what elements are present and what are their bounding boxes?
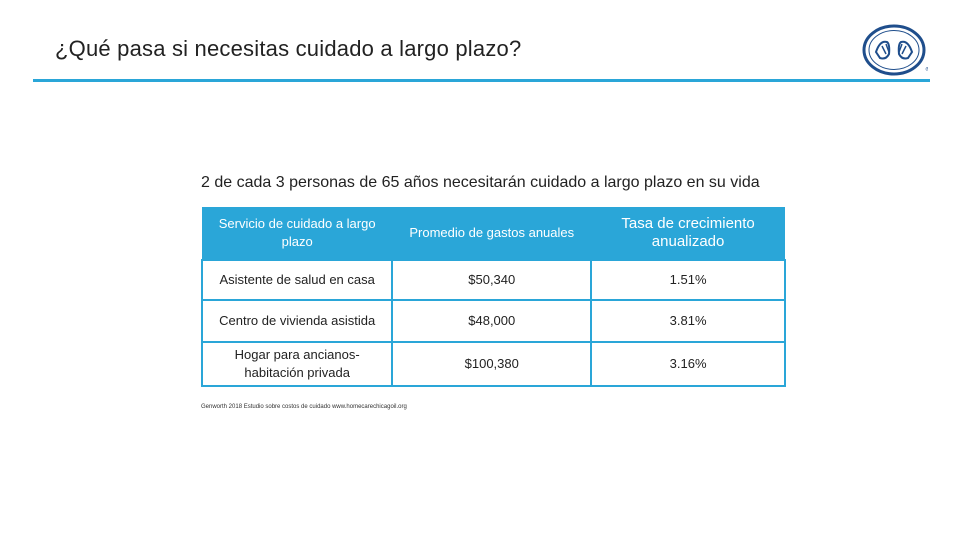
header-service: Servicio de cuidado a largo plazo (202, 207, 393, 260)
cell-rate: 1.51% (590, 259, 786, 301)
table-row: Asistente de salud en casa $50,340 1.51% (200, 259, 786, 301)
header-average-cost: Promedio de gastos anuales (392, 207, 592, 260)
source-note: Genworth 2018 Estudio sobre costos de cu… (201, 404, 407, 410)
table-row: Centro de vivienda asistida $48,000 3.81… (200, 299, 786, 343)
svg-text:®: ® (925, 66, 928, 73)
cell-cost: $100,380 (391, 341, 593, 387)
cell-cost: $48,000 (391, 299, 593, 343)
subtitle: 2 de cada 3 personas de 65 años necesita… (201, 174, 760, 191)
cell-cost: $50,340 (391, 259, 593, 301)
cell-rate: 3.81% (590, 299, 786, 343)
cell-rate: 3.16% (590, 341, 786, 387)
table-row: Hogar para ancianos- habitación privada … (200, 341, 786, 387)
title-divider (33, 79, 930, 82)
table-header-row: Servicio de cuidado a largo plazo Promed… (202, 207, 785, 260)
cell-service: Asistente de salud en casa (200, 259, 394, 301)
cell-service: Hogar para ancianos- habitación privada (200, 341, 394, 387)
header-growth-rate: Tasa de crecimiento anualizado (591, 207, 785, 260)
allstate-hands-logo-icon: ® (862, 24, 928, 76)
cell-service: Centro de vivienda asistida (200, 299, 394, 343)
page-title: ¿Qué pasa si necesitas cuidado a largo p… (55, 36, 522, 61)
care-costs-table: Servicio de cuidado a largo plazo Promed… (200, 207, 786, 387)
